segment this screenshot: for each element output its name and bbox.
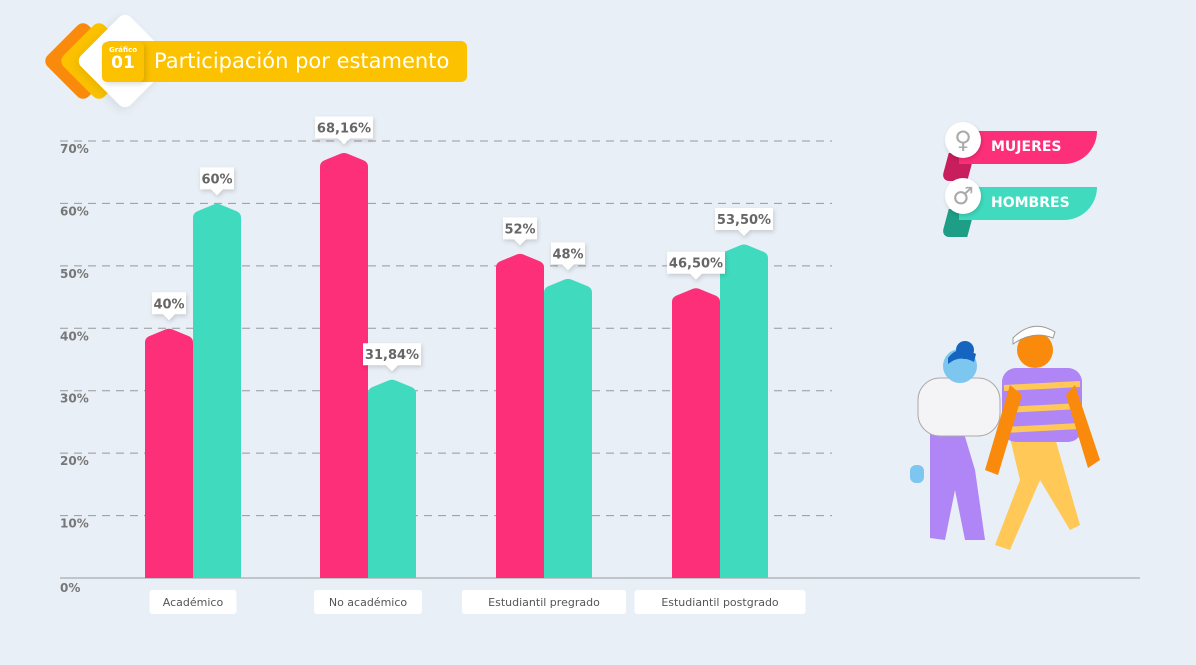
data-label-box xyxy=(503,217,537,246)
y-tick-label: 30% xyxy=(60,392,89,406)
bar xyxy=(496,253,544,578)
category-label-box xyxy=(634,590,806,614)
bar xyxy=(320,152,368,578)
y-tick-label: 40% xyxy=(60,329,89,343)
category-label-box xyxy=(314,590,422,614)
category-label-box xyxy=(462,590,626,614)
badge-label: Gráfico xyxy=(108,46,138,54)
data-label-box xyxy=(715,208,773,237)
badge-number: 01 xyxy=(111,53,135,73)
data-label-box xyxy=(667,251,725,280)
data-label: 46,50% xyxy=(669,257,723,272)
bar xyxy=(368,379,416,578)
legend-label: MUJERES xyxy=(959,131,1097,164)
category-label: Académico xyxy=(163,596,224,609)
bar xyxy=(720,244,768,578)
category-label: No académico xyxy=(329,596,408,609)
category-label: Estudiantil postgrado xyxy=(661,596,779,609)
data-label: 31,84% xyxy=(365,348,419,363)
data-label: 40% xyxy=(153,297,184,312)
chart-header: Participación por estamento Gráfico 01 xyxy=(41,11,474,111)
data-label: 53,50% xyxy=(717,213,771,228)
data-label: 60% xyxy=(201,172,232,187)
bar xyxy=(145,328,193,578)
y-tick-label: 0% xyxy=(60,581,80,595)
legend-label: HOMBRES xyxy=(959,187,1097,220)
category-label: Estudiantil pregrado xyxy=(488,596,600,609)
bar xyxy=(672,288,720,578)
data-label-box xyxy=(315,116,373,145)
data-label: 68,16% xyxy=(317,121,371,136)
male-symbol-icon: ♂ xyxy=(945,178,981,214)
y-tick-label: 70% xyxy=(60,142,89,156)
legend-item-hombres: HOMBRES ♂ xyxy=(941,178,1097,237)
data-label: 48% xyxy=(552,247,583,262)
y-tick-label: 20% xyxy=(60,454,89,468)
y-tick-label: 50% xyxy=(60,267,89,281)
female-symbol-icon: ♀ xyxy=(945,122,981,158)
y-tick-label: 10% xyxy=(60,517,89,531)
page-title: Participación por estamento xyxy=(104,41,467,82)
chart-number-badge: Gráfico 01 xyxy=(102,42,144,82)
bar xyxy=(544,278,592,578)
category-label-box xyxy=(149,590,237,614)
data-label: 52% xyxy=(504,222,535,237)
people-illustration xyxy=(910,325,1100,550)
data-label-box xyxy=(363,343,421,372)
y-tick-label: 60% xyxy=(60,204,89,218)
data-label-box xyxy=(551,242,585,271)
data-label-box xyxy=(152,292,186,321)
legend-item-mujeres: MUJERES ♀ xyxy=(941,122,1097,181)
data-label-box xyxy=(200,167,234,196)
bar xyxy=(193,203,241,578)
